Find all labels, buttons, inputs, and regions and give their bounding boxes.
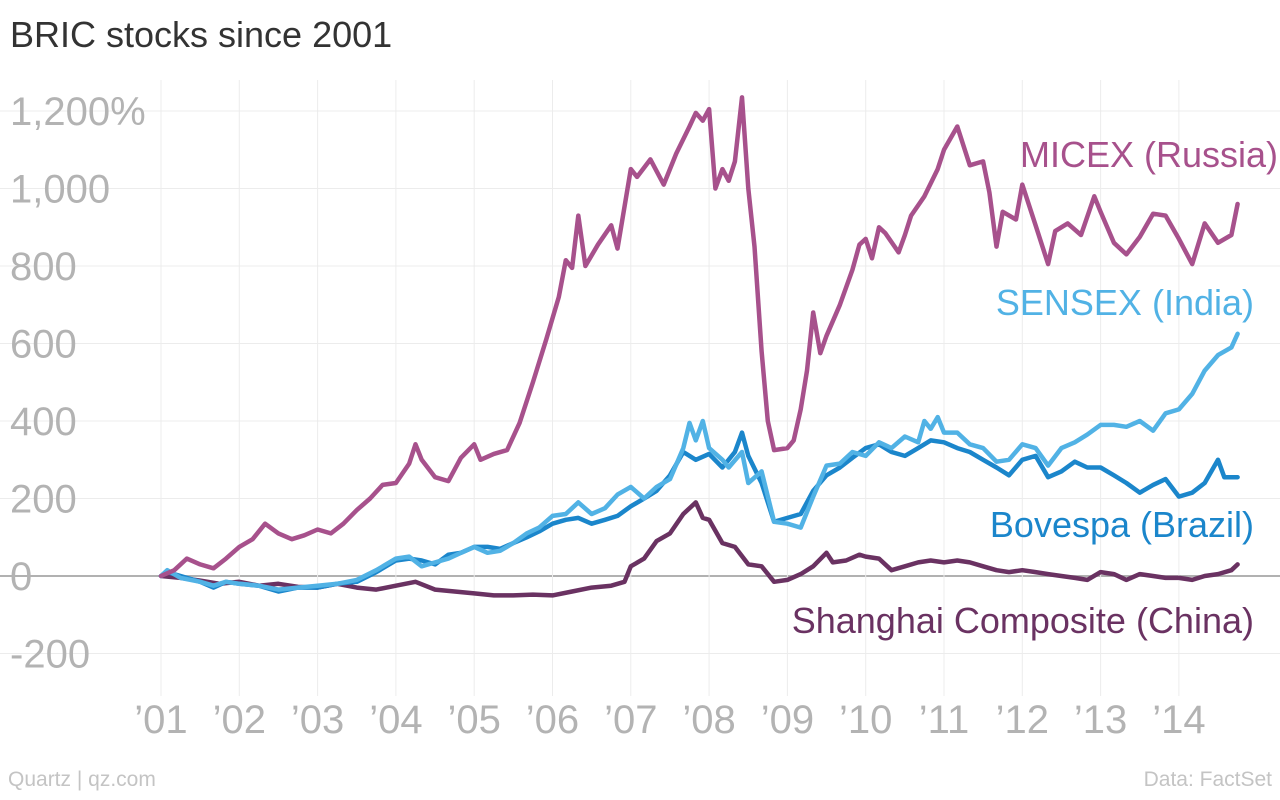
y-tick-label: 400 xyxy=(10,400,77,444)
x-tick-label: ’08 xyxy=(682,698,735,742)
series-line-sensex-india xyxy=(158,331,1240,592)
grid-lines xyxy=(0,80,1280,696)
series-label-sensex-india: SENSEX (India) xyxy=(996,282,1254,323)
series-label-bovespa-brazil: Bovespa (Brazil) xyxy=(990,504,1254,545)
source-text: Data: FactSet xyxy=(1143,768,1272,791)
y-tick-label: 1,200% xyxy=(10,90,146,134)
y-tick-label: 1,000 xyxy=(10,168,110,212)
y-tick-label: -200 xyxy=(10,633,90,677)
series-lines xyxy=(158,95,1240,598)
series-label-shanghai-composite-china: Shanghai Composite (China) xyxy=(792,600,1254,641)
y-tick-label: 0 xyxy=(10,555,32,599)
x-tick-label: ’12 xyxy=(996,698,1049,742)
series-label-micex-russia: MICEX (Russia) xyxy=(1020,134,1278,175)
y-tick-label: 800 xyxy=(10,245,77,289)
credit-text: Quartz | qz.com xyxy=(8,768,156,791)
series-labels: MICEX (Russia) SENSEX (India) Bovespa (Bra… xyxy=(792,134,1278,641)
chart-title: BRIC stocks since 2001 xyxy=(10,14,393,55)
x-tick-label: ’13 xyxy=(1074,698,1127,742)
x-tick-label: ’01 xyxy=(134,698,187,742)
x-tick-label: ’06 xyxy=(526,698,579,742)
x-tick-label: ’04 xyxy=(369,698,422,742)
x-tick-label: ’10 xyxy=(839,698,892,742)
x-tick-label: ’02 xyxy=(213,698,266,742)
x-tick-label: ’09 xyxy=(761,698,814,742)
x-tick-label: ’07 xyxy=(604,698,657,742)
series-line-shanghai-composite-china xyxy=(158,500,1240,598)
x-tick-label: ’11 xyxy=(919,698,969,742)
x-tick-label: ’14 xyxy=(1152,698,1205,742)
y-tick-label: 600 xyxy=(10,323,77,367)
x-axis-ticks: ’01 ’02 ’03 ’04 ’05 ’06 ’07 ’08 ’09 ’10 ’11 ’12 ’13 ’… xyxy=(134,698,1205,742)
y-axis-ticks: -200 0 200 400 600 800 1,000 1,200% xyxy=(10,90,146,677)
series-line-micex-russia xyxy=(158,95,1240,579)
x-tick-label: ’03 xyxy=(291,698,344,742)
y-tick-label: 200 xyxy=(10,478,77,522)
x-tick-label: ’05 xyxy=(448,698,501,742)
